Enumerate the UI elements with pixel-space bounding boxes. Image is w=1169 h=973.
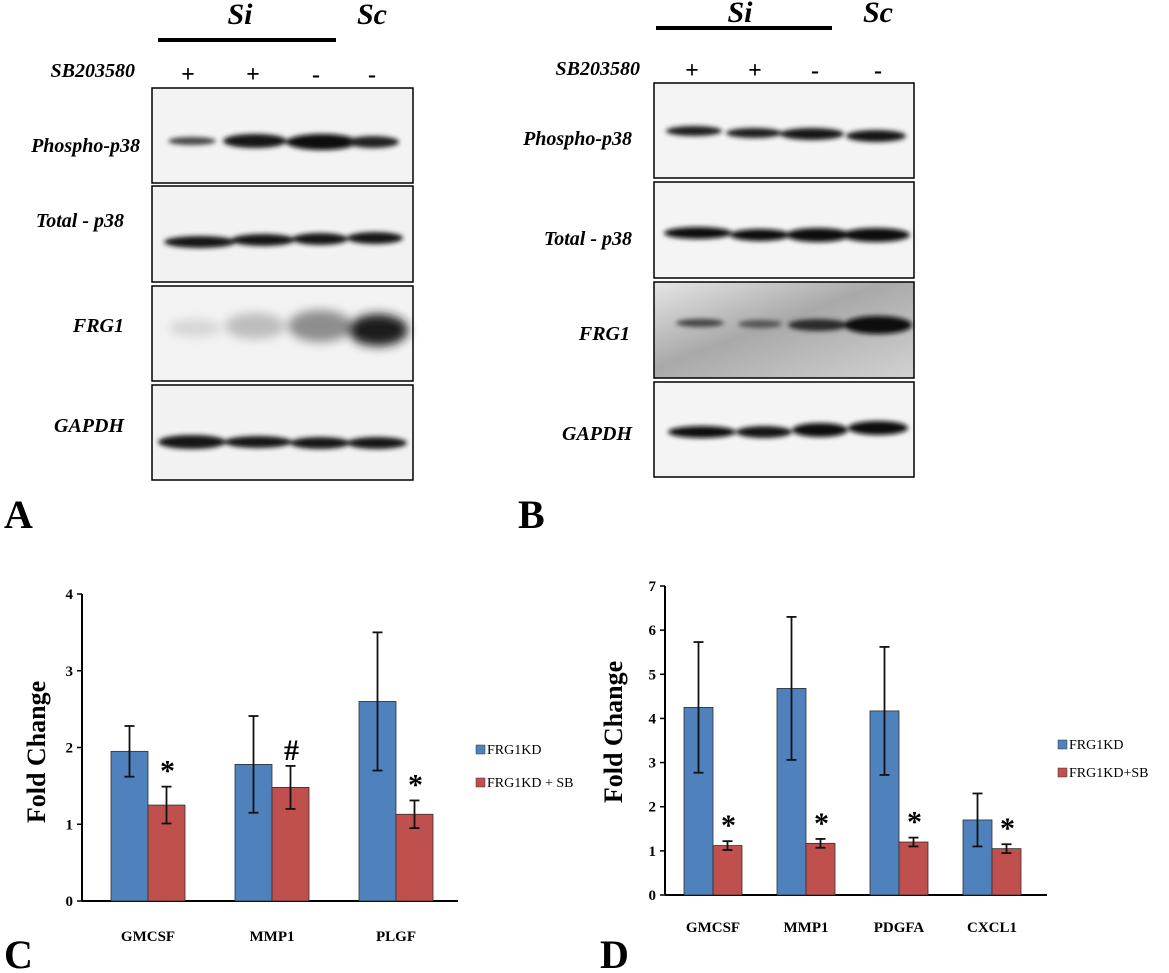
bar-frg1kd-sb-pdgfa xyxy=(898,841,929,896)
bar-frg1kd-sb-cxcl1 xyxy=(991,848,1022,896)
legend: FRG1KD FRG1KD + SB xyxy=(475,743,573,791)
error-bar-frg1kd-sb-pdgfa xyxy=(908,836,919,848)
row-label-total-p38: Total - p38 xyxy=(544,228,632,250)
blot-panel-b: Si Sc SB203580 + + - - Phospho-p38 Total… xyxy=(518,0,915,537)
error-bar-frg1kd-gmcsf xyxy=(693,641,704,774)
bands-frg1 xyxy=(169,310,408,346)
error-bar-frg1kd-sb-mmp1 xyxy=(815,838,826,849)
treatment-sign-1: + xyxy=(181,62,195,88)
error-bar-frg1kd-mmp1 xyxy=(248,715,259,814)
chart-c: Fold Change 0 1 2 3 4 GMCSF MMP1 PLGF * # * FRG1… xyxy=(4,587,573,973)
legend-swatch-frg1kd-sb xyxy=(1057,767,1068,778)
error-bar-frg1kd-pdgfa xyxy=(879,646,890,776)
treatment-sign-2: + xyxy=(748,58,762,84)
y-tick-label: 6 xyxy=(649,623,657,639)
bands-phospho-p38 xyxy=(168,134,399,150)
error-bar-frg1kd-sb-plgf xyxy=(409,799,420,829)
bands-frg1 xyxy=(676,316,912,334)
bar-frg1kd-sb-plgf xyxy=(395,813,434,902)
y-tick-label: 2 xyxy=(66,741,74,757)
error-bar-frg1kd-sb-gmcsf xyxy=(161,785,172,825)
y-tick-label: 4 xyxy=(66,587,74,603)
bar-frg1kd-sb-mmp1 xyxy=(805,842,836,896)
legend-label-frg1kd: FRG1KD xyxy=(487,743,541,758)
error-bar-frg1kd-cxcl1 xyxy=(972,792,983,848)
treatment-sign-3: - xyxy=(312,62,320,88)
bands-total-p38 xyxy=(664,227,910,242)
si-group-label: Si xyxy=(727,0,753,29)
panel-letter-a: A xyxy=(4,492,33,537)
category-label-mmp1: MMP1 xyxy=(784,920,829,936)
category-label-gmcsf: GMCSF xyxy=(686,920,740,936)
bands-gapdh xyxy=(158,435,407,449)
legend-label-frg1kd-sb: FRG1KD + SB xyxy=(487,776,573,791)
blot-panel-a: Si Sc SB203580 + + - - Phospho-p38 Total… xyxy=(4,0,414,537)
sc-control-label: Sc xyxy=(357,0,387,31)
y-tick-label: 5 xyxy=(649,667,657,683)
blot-phospho-p38 xyxy=(151,87,414,184)
significance-mark: # xyxy=(284,734,299,767)
category-label-mmp1: MMP1 xyxy=(250,929,295,945)
sc-control-label: Sc xyxy=(863,0,893,29)
significance-mark: * xyxy=(814,807,829,840)
chart-d: Fold Change 0 1 2 3 4 5 6 7 GMCSF MMP1 PDGFA CXCL1… xyxy=(599,579,1148,973)
error-bar-frg1kd-sb-mmp1 xyxy=(285,765,296,810)
significance-mark: * xyxy=(408,768,423,801)
si-group-label: Si xyxy=(227,0,253,31)
significance-mark: * xyxy=(907,806,922,839)
blot-gapdh xyxy=(151,384,414,481)
y-tick-label: 3 xyxy=(649,756,657,772)
category-label-pdgfa: PDGFA xyxy=(874,920,925,936)
treatment-sign-4: - xyxy=(368,62,376,88)
error-bar-frg1kd-mmp1 xyxy=(786,616,797,761)
row-label-phospho-p38: Phospho-p38 xyxy=(522,128,632,150)
error-bar-frg1kd-gmcsf xyxy=(124,725,135,778)
y-tick-label: 1 xyxy=(649,844,657,860)
treatment-label: SB203580 xyxy=(556,58,640,80)
treatment-sign-3: - xyxy=(811,58,819,84)
bands-gapdh xyxy=(668,421,908,438)
row-label-total-p38: Total - p38 xyxy=(36,210,124,232)
error-bar-frg1kd-plgf xyxy=(372,631,383,772)
legend: FRG1KD FRG1KD+SB xyxy=(1057,738,1148,781)
row-label-gapdh: GAPDH xyxy=(562,423,633,445)
legend-label-frg1kd: FRG1KD xyxy=(1069,738,1123,753)
treatment-sign-4: - xyxy=(874,58,882,84)
significance-mark: * xyxy=(160,755,175,788)
row-label-phospho-p38: Phospho-p38 xyxy=(30,135,140,157)
y-tick-label: 1 xyxy=(66,817,74,833)
y-axis-label: Fold Change xyxy=(599,661,628,803)
treatment-sign-2: + xyxy=(246,62,260,88)
error-bar-frg1kd-sb-cxcl1 xyxy=(1001,843,1012,854)
y-tick-label: 0 xyxy=(66,894,74,910)
row-label-gapdh: GAPDH xyxy=(54,415,125,437)
bands-total-p38 xyxy=(164,232,403,248)
panel-letter-c: C xyxy=(4,932,33,973)
row-label-frg1: FRG1 xyxy=(578,323,630,345)
y-tick-label: 2 xyxy=(649,800,657,816)
category-label-plgf: PLGF xyxy=(376,929,416,945)
legend-swatch-frg1kd xyxy=(1057,739,1068,750)
legend-label-frg1kd-sb: FRG1KD+SB xyxy=(1069,766,1148,781)
panel-letter-d: D xyxy=(600,932,629,973)
bar-frg1kd-sb-gmcsf xyxy=(712,845,743,896)
y-tick-label: 4 xyxy=(649,711,657,727)
error-bar-frg1kd-sb-gmcsf xyxy=(722,840,733,851)
category-label-gmcsf: GMCSF xyxy=(121,929,175,945)
y-tick-label: 7 xyxy=(649,579,657,595)
y-axis-label: Fold Change xyxy=(22,681,51,823)
y-tick-label: 0 xyxy=(649,888,657,904)
category-label-cxcl1: CXCL1 xyxy=(967,920,1017,936)
bands-phospho-p38 xyxy=(666,126,906,142)
legend-swatch-frg1kd-sb xyxy=(475,777,486,788)
y-tick-label: 3 xyxy=(66,664,74,680)
row-label-frg1: FRG1 xyxy=(72,315,124,337)
treatment-sign-1: + xyxy=(685,58,699,84)
treatment-label: SB203580 xyxy=(51,60,135,82)
significance-mark: * xyxy=(721,809,736,842)
panel-letter-b: B xyxy=(518,492,545,537)
legend-swatch-frg1kd xyxy=(475,744,486,755)
significance-mark: * xyxy=(1000,812,1015,845)
